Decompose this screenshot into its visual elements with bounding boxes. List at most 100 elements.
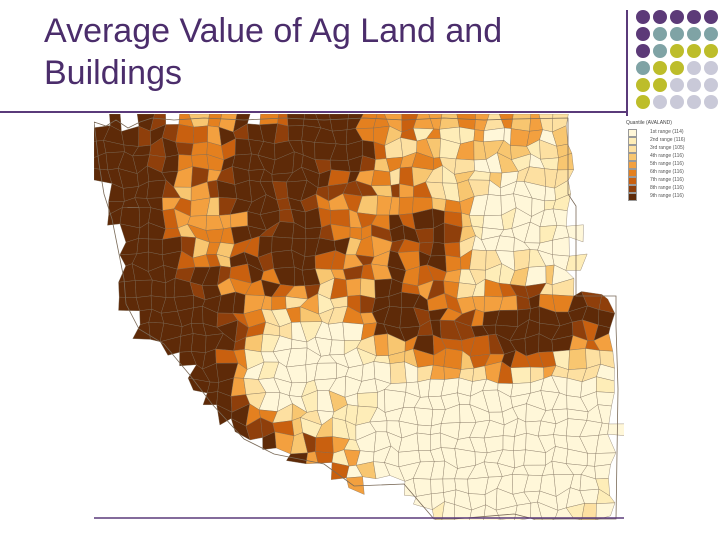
decor-dot [704, 10, 718, 24]
county-region [432, 501, 445, 520]
county-region [175, 124, 194, 144]
legend-item: 6th range (116) [628, 169, 720, 177]
county-region [287, 114, 305, 127]
legend-title: Quantile (AVALAND) [626, 120, 672, 126]
county-region [510, 128, 530, 147]
legend-item: 8th range (116) [628, 185, 720, 193]
choropleth-map [94, 114, 624, 520]
county-region [287, 125, 304, 142]
decor-dot [670, 10, 684, 24]
decor-dot [704, 61, 718, 75]
county-region [389, 361, 407, 384]
decor-dot [704, 78, 718, 92]
county-region [607, 423, 624, 436]
decor-dot [653, 95, 667, 109]
legend-label: 2nd range (116) [650, 137, 686, 143]
legend-swatch [628, 161, 637, 169]
county-region [511, 114, 532, 132]
county-region [482, 215, 504, 230]
county-region [472, 365, 487, 382]
county-region [315, 436, 334, 454]
legend-label: 1st range (114) [650, 129, 684, 135]
county-region [523, 449, 546, 466]
county-region [596, 391, 615, 407]
county-region [179, 333, 194, 353]
decor-dot [636, 10, 650, 24]
county-region [568, 348, 587, 370]
decor-dot [687, 44, 701, 58]
county-region [469, 504, 486, 520]
decor-dot [636, 61, 650, 75]
legend-label: 9th range (116) [650, 193, 684, 199]
county-region [121, 126, 140, 147]
county-region [398, 196, 414, 216]
county-region [373, 333, 389, 357]
county-region [502, 435, 515, 451]
legend-swatch [628, 185, 637, 193]
county-region [329, 339, 345, 356]
legend-swatch [628, 193, 637, 201]
decor-dot [636, 78, 650, 92]
county-region [595, 433, 617, 454]
county-region [565, 503, 585, 520]
county-region [473, 129, 485, 142]
legend-swatch [628, 145, 637, 153]
decor-dot [670, 95, 684, 109]
map-outline [94, 117, 619, 520]
legend-item: 3rd range (105) [628, 145, 720, 153]
county-region [495, 309, 518, 327]
county-region [191, 141, 208, 156]
decor-dot [687, 78, 701, 92]
legend-label: 6th range (116) [650, 169, 684, 175]
decor-dot [653, 44, 667, 58]
horizontal-divider [0, 111, 626, 113]
county-region [357, 392, 378, 408]
decor-dot [670, 44, 684, 58]
decor-dot [687, 61, 701, 75]
county-region [552, 236, 570, 257]
slide-title: Average Value of Ag Land and Buildings [44, 12, 503, 92]
legend-label: 4th range (116) [650, 153, 684, 159]
county-region [595, 502, 616, 520]
county-region [175, 142, 194, 156]
legend-label: 3rd range (105) [650, 145, 685, 151]
county-region [371, 169, 392, 186]
decor-dot [636, 27, 650, 41]
dot-grid-decoration [636, 10, 720, 116]
county-region [467, 476, 489, 495]
county-region [193, 125, 208, 144]
county-region [416, 432, 431, 451]
county-region [329, 114, 349, 132]
decor-dot [653, 27, 667, 41]
legend-item: 4th range (116) [628, 153, 720, 161]
decor-dot [687, 27, 701, 41]
decor-dot [687, 95, 701, 109]
legend-item: 2nd range (116) [628, 137, 720, 145]
decor-dot [687, 10, 701, 24]
county-region [342, 322, 364, 341]
county-region [271, 236, 293, 253]
decor-dot [653, 10, 667, 24]
county-region [271, 296, 287, 311]
county-region [359, 278, 376, 299]
county-region [586, 453, 597, 467]
county-region [315, 451, 334, 464]
county-region [594, 464, 611, 480]
county-region [390, 183, 400, 198]
county-region [305, 227, 322, 239]
decor-dot [636, 44, 650, 58]
decor-dot [653, 78, 667, 92]
county-region [136, 238, 149, 255]
decor-dot [704, 44, 718, 58]
vertical-divider [626, 10, 628, 116]
decor-dot [704, 27, 718, 41]
county-region [118, 280, 137, 298]
county-region [454, 448, 476, 469]
legend-swatch [628, 153, 637, 161]
decor-dot [653, 61, 667, 75]
legend-label: 8th range (116) [650, 185, 684, 191]
legend-item: 1st range (114) [628, 129, 720, 137]
county-region [441, 501, 455, 520]
county-region [314, 362, 337, 381]
county-region [399, 166, 414, 187]
